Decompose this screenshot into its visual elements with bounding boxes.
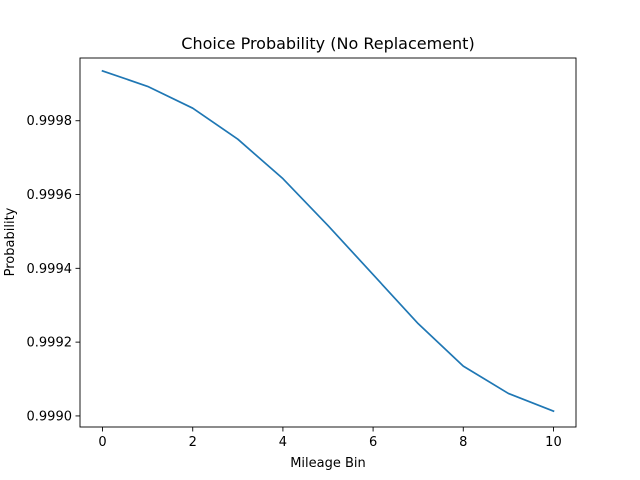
x-tick-label: 2 [189,435,197,450]
y-tick-label: 0.9990 [27,409,73,424]
chart-title: Choice Probability (No Replacement) [181,34,474,53]
y-tick-label: 0.9996 [27,188,73,203]
y-tick-label: 0.9992 [27,336,73,351]
plot-area: 0 2 4 6 8 10 0.9990 0.9992 0.9994 0.9996 0.9998 [27,57,577,450]
y-axis-label: Probability [3,207,18,276]
x-tick-label: 6 [369,435,377,450]
x-axis-label: Mileage Bin [290,456,366,471]
x-tick-label: 0 [98,435,106,450]
axes-frame [79,57,577,428]
x-tick-label: 10 [545,435,562,450]
x-tick-label: 4 [279,435,287,450]
y-tick-label: 0.9994 [27,262,73,277]
x-tick-label: 8 [459,435,467,450]
y-tick-label: 0.9998 [27,114,73,129]
